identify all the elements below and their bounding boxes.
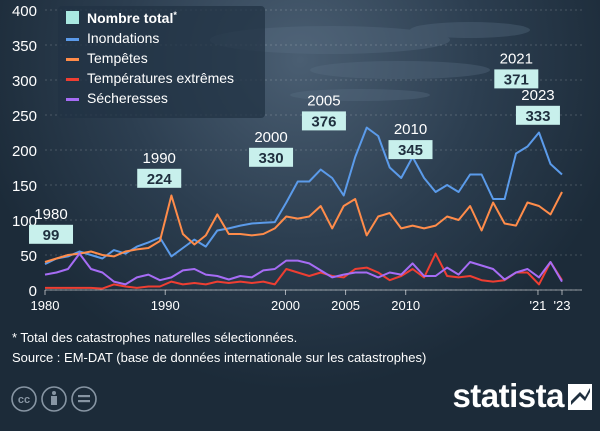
- annotation-value: 224: [147, 171, 173, 188]
- annotation-box: [29, 224, 74, 244]
- legend-swatch-total: [66, 11, 79, 24]
- footnote-text: * Total des catastrophes naturelles séle…: [12, 330, 298, 345]
- annotations: 1980 99 1990 224 2000 330 2005 376 2010 345 2021 37…: [29, 50, 560, 244]
- annotation-2005: 2005 376: [301, 92, 346, 131]
- x-tick-label: 2005: [331, 298, 360, 313]
- annotation-1980: 1980 99: [29, 206, 74, 244]
- annotation-value: 371: [504, 71, 529, 88]
- y-tick-label: 50: [20, 248, 37, 265]
- noderivs-icon: [71, 386, 97, 412]
- annotation-2023: 2023 333: [515, 87, 560, 125]
- legend-title: Nombre total*: [87, 10, 177, 26]
- annotation-year: 1980: [34, 206, 67, 223]
- annotation-2000: 2000 330: [249, 129, 294, 167]
- y-tick-label: 150: [12, 178, 37, 195]
- annotation-box: [515, 105, 560, 125]
- annotation-box: [249, 147, 294, 167]
- series-line-temp-ratures-extr-mes: [45, 252, 563, 290]
- y-tick-label: 250: [12, 108, 37, 125]
- annotation-2010: 2010 345: [388, 121, 433, 160]
- annotation-year: 1990: [143, 150, 176, 167]
- brand-name: statista: [452, 377, 564, 414]
- x-tick-label: 1980: [31, 298, 60, 313]
- x-tick-label: 2000: [271, 298, 300, 313]
- annotation-value: 333: [525, 108, 550, 125]
- cc-icon: [11, 386, 37, 412]
- annotation-year: 2005: [307, 92, 340, 109]
- svg-text:cc: cc: [18, 394, 30, 406]
- annotation-2021: 2021 371: [494, 50, 539, 89]
- annotation-year: 2023: [521, 87, 554, 104]
- y-tick-label: 300: [12, 73, 37, 90]
- legend: Nombre total* Inondations Tempêtes Températ…: [58, 6, 265, 118]
- annotation-box: [137, 168, 182, 188]
- y-tick-label: 0: [29, 283, 37, 300]
- annotation-year: 2021: [500, 50, 533, 67]
- x-tick-label: 1990: [151, 298, 180, 313]
- legend-label: Températures extrêmes: [87, 70, 234, 86]
- x-tick-label: 2010: [391, 298, 420, 313]
- attribution-icon: [41, 386, 67, 412]
- annotation-1990: 1990 224: [137, 150, 182, 188]
- annotation-box: [494, 69, 539, 89]
- annotation-year: 2000: [254, 129, 287, 146]
- annotation-value: 330: [259, 150, 284, 167]
- series-line-s-cheresses: [44, 252, 563, 286]
- legend-box: [58, 6, 265, 118]
- series-line-temp-tes: [44, 191, 563, 263]
- x-tick-label: '23: [554, 298, 571, 313]
- annotation-value: 345: [398, 142, 423, 159]
- annotation-year: 2010: [394, 121, 427, 138]
- series-lines: [44, 126, 563, 290]
- x-axis: 1980 1990 2000 2005 2010 '21 '23: [31, 289, 582, 313]
- series-line-inondations: [44, 126, 563, 265]
- license-icons: cc: [10, 385, 100, 418]
- y-tick-label: 400: [12, 3, 37, 20]
- x-tick-label: '21: [529, 298, 546, 313]
- annotation-box: [301, 111, 346, 131]
- legend-label: Sécheresses: [87, 90, 168, 106]
- legend-swatch: [66, 58, 79, 61]
- legend-label: Tempêtes: [87, 50, 148, 66]
- annotation-box: [388, 140, 433, 160]
- annotation-value: 99: [43, 227, 60, 244]
- y-tick-label: 350: [12, 38, 37, 55]
- legend-swatch: [66, 78, 79, 81]
- statista-logo-icon: [568, 384, 592, 415]
- source-text: Source : EM-DAT (base de données interna…: [12, 350, 427, 365]
- legend-swatch: [66, 98, 79, 101]
- y-tick-label: 200: [12, 143, 37, 160]
- annotation-value: 376: [311, 113, 336, 130]
- legend-swatch: [66, 38, 79, 41]
- legend-label: Inondations: [87, 30, 159, 46]
